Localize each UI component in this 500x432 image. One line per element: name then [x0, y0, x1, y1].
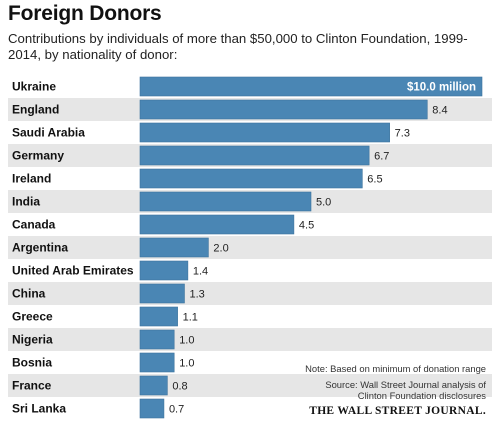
value-label: 1.1 — [183, 312, 198, 324]
bar — [139, 375, 168, 396]
value-label: 8.4 — [432, 105, 447, 117]
category-label: Canada — [12, 218, 56, 232]
category-label: India — [12, 195, 40, 209]
value-label: 2.0 — [213, 243, 228, 255]
chart-subtitle: Contributions by individuals of more tha… — [8, 31, 468, 62]
value-label: 7.3 — [395, 128, 410, 140]
value-label: 6.5 — [367, 174, 382, 186]
bar — [139, 398, 165, 419]
category-label: Germany — [12, 149, 64, 163]
row-band — [8, 351, 492, 374]
bar — [139, 260, 189, 281]
value-label: 0.8 — [172, 381, 187, 393]
value-label: 0.7 — [169, 404, 184, 416]
category-label: Greece — [12, 310, 53, 324]
bar — [139, 237, 209, 258]
row-band — [8, 236, 492, 259]
category-label: France — [12, 379, 52, 393]
value-label: 6.7 — [374, 151, 389, 163]
row-band — [8, 305, 492, 328]
bar — [139, 168, 363, 189]
bar — [139, 306, 178, 327]
note-text: Note: Based on minimum of donation range — [305, 363, 486, 374]
bar — [139, 76, 483, 97]
value-label: 5.0 — [316, 197, 331, 209]
bar — [139, 283, 185, 304]
bar — [139, 214, 295, 235]
value-label: 1.4 — [193, 266, 208, 278]
row-band — [8, 282, 492, 305]
category-label: Nigeria — [12, 333, 53, 347]
category-label: Saudi Arabia — [12, 126, 85, 140]
row-band — [8, 259, 492, 282]
category-label: United Arab Emirates — [12, 264, 134, 278]
chart-title: Foreign Donors — [8, 2, 162, 25]
source-line-2: Clinton Foundation disclosures — [357, 390, 486, 401]
category-label: Ukraine — [12, 80, 56, 94]
source-line-1: Source: Wall Street Journal analysis of — [325, 378, 486, 390]
category-label: Ireland — [12, 172, 51, 186]
bar — [139, 99, 428, 120]
value-label: 1.0 — [179, 358, 194, 370]
category-label: Argentina — [12, 241, 68, 255]
row-band — [8, 397, 492, 420]
value-label: 4.5 — [299, 220, 314, 232]
bar — [139, 329, 175, 350]
value-label: $10.0 million — [407, 82, 476, 94]
row-band — [8, 328, 492, 351]
category-label: England — [12, 103, 59, 117]
bar — [139, 191, 312, 212]
row-band — [8, 374, 492, 397]
category-label: China — [12, 287, 46, 301]
publisher-logo: THE WALL STREET JOURNAL. — [309, 405, 486, 417]
category-label: Bosnia — [12, 356, 52, 370]
bar — [139, 352, 175, 373]
value-label: 1.0 — [179, 335, 194, 347]
bar — [139, 145, 370, 166]
value-label: 1.3 — [189, 289, 204, 301]
chart-notes: Note: Based on minimum of donation range… — [305, 363, 486, 402]
category-label: Sri Lanka — [12, 402, 66, 416]
bar — [139, 122, 390, 143]
